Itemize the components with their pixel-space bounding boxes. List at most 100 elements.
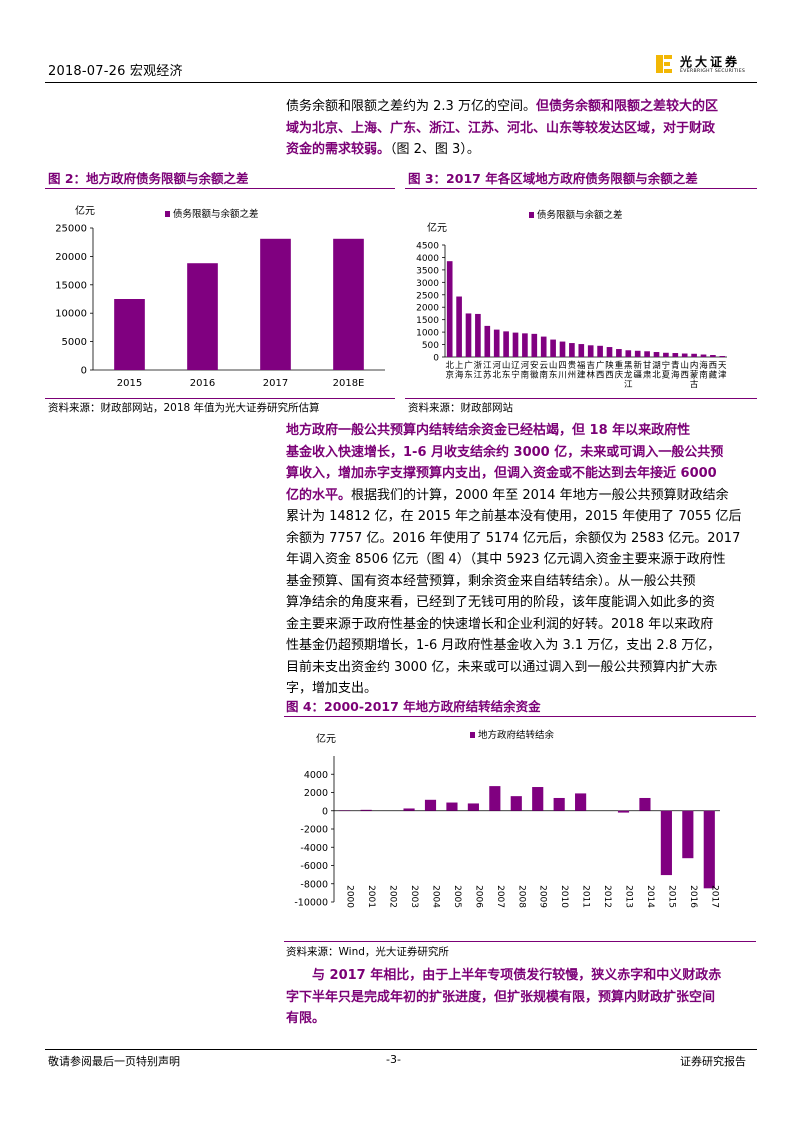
x-tick-label-char: 海 (455, 370, 464, 381)
para2-line: 字，增加支出。 (286, 681, 378, 696)
body-paragraph-3: 与 2017 年相比，由于上半年专项债发行较慢，狭义赤字和中义财政赤 字下半年只… (286, 965, 756, 1030)
x-tick-label: 2014 (645, 885, 655, 908)
y-axis-unit-label: 亿元 (75, 204, 95, 217)
x-tick-label: 2009 (538, 885, 548, 908)
y-tick-label: 2500 (416, 291, 439, 301)
fig3-rule-bottom (405, 398, 757, 399)
footer-disclaimer: 敬请参阅最后一页特别声明 (48, 1055, 180, 1068)
footer-page-number: -3- (386, 1053, 401, 1066)
x-tick-label-char: 林 (586, 370, 595, 381)
legend-label: 地方政府结转结余 (478, 729, 555, 741)
x-tick-label-char: 疆 (633, 371, 642, 381)
x-tick-label-char: 湖 (652, 361, 661, 371)
y-tick-label: 0 (433, 354, 439, 364)
x-tick-label: 2002 (388, 885, 398, 908)
data-bar (260, 238, 291, 370)
x-tick-label-char: 广 (596, 360, 605, 371)
fig4-rule (284, 716, 756, 717)
para2-line: 目前未支出资金约 3000 亿，未来或可以通过调入到一般公共预算内扩大赤 (286, 659, 718, 675)
x-tick-label-char: 广 (464, 360, 473, 371)
data-bar (682, 810, 694, 859)
fig2-title: 图 2：地方政府债务限额与余额之差 (48, 171, 249, 186)
x-tick-label-char: 福 (577, 360, 586, 371)
legend-label: 债务限额与余额之差 (173, 208, 259, 220)
x-tick-label-char: 东 (502, 370, 511, 381)
intro-paragraph: 债务余额和限额之差约为 2.3 万亿的空间。但债务余额和限额之差较大的区 域为北… (286, 96, 756, 161)
footer-divider (45, 1049, 757, 1050)
x-tick-label-char: 上 (455, 361, 464, 371)
x-tick-label: 2006 (473, 885, 483, 908)
x-tick-label-char: 夏 (662, 371, 671, 381)
y-tick-label: -2000 (300, 825, 328, 836)
data-bar (512, 332, 519, 357)
y-tick-label: -10000 (294, 898, 328, 909)
x-tick-label: 2011 (581, 885, 591, 908)
data-bar (550, 339, 556, 357)
x-tick-label-char: 龙 (624, 370, 633, 381)
footer-report-type: 证券研究报告 (680, 1055, 746, 1068)
y-tick-label: 4000 (304, 770, 328, 781)
data-bar (569, 343, 575, 357)
x-tick-label-char: 内 (690, 360, 699, 371)
intro-line1-normal: 债务余额和限额之差约为 2.3 万亿的空间。 (286, 99, 536, 114)
data-bar (446, 261, 453, 357)
y-tick-label: 25000 (55, 224, 87, 235)
legend-swatch (165, 211, 170, 217)
y-tick-label: 500 (422, 341, 439, 351)
x-tick-label-char: 云 (539, 361, 548, 371)
data-bar (639, 797, 651, 811)
fig3-rule (405, 188, 757, 189)
data-bar (114, 299, 145, 370)
logo-text-en: EVERBRIGHT SECURITIES (680, 69, 746, 74)
x-tick-label-char: 宁 (662, 360, 671, 371)
data-bar (424, 799, 437, 811)
header-divider (45, 82, 757, 83)
x-tick-label: 2015 (117, 378, 142, 389)
x-tick-label-char: 肃 (643, 370, 652, 381)
data-bar (187, 263, 218, 370)
fig4-rule-bottom (284, 941, 756, 942)
x-tick-label: 2012 (602, 885, 612, 908)
data-bar (672, 353, 679, 357)
x-tick-label: 2010 (559, 885, 569, 908)
para3-line: 与 2017 年相比，由于上半年专项债发行较慢，狭义赤字和中义财政赤 (312, 968, 722, 983)
x-tick-label-char: 古 (690, 379, 699, 390)
x-tick-label-char: 蒙 (690, 370, 699, 381)
x-tick-label-char: 建 (577, 370, 586, 381)
x-tick-label-char: 青 (671, 360, 680, 371)
y-tick-label: 1500 (416, 316, 439, 326)
data-bar (532, 787, 544, 811)
y-tick-label: 5000 (62, 337, 87, 348)
x-tick-label-char: 浙 (474, 360, 483, 371)
x-tick-label-char: 东 (549, 370, 558, 381)
x-tick-label-char: 北 (445, 361, 454, 371)
x-tick-label: 2018E (333, 378, 365, 389)
para3-line: 有限。 (286, 1011, 326, 1026)
fig2-rule (45, 188, 395, 189)
x-tick-label-char: 川 (558, 371, 567, 381)
x-tick-label-char: 南 (539, 370, 548, 381)
x-tick-label-char: 西 (709, 361, 718, 371)
x-tick-label-char: 海 (699, 360, 708, 371)
legend-swatch (529, 212, 534, 218)
x-tick-label-char: 海 (671, 370, 680, 381)
data-bar (617, 810, 630, 813)
data-bar (456, 296, 462, 357)
x-tick-label-char: 津 (718, 370, 727, 381)
y-tick-label: 0 (81, 366, 87, 377)
data-bar (360, 809, 372, 811)
x-tick-label: 2017 (709, 885, 719, 908)
x-tick-label-char: 四 (558, 361, 567, 371)
data-bar (653, 352, 660, 357)
intro-line1-bold: 但债务余额和限额之差较大的区 (535, 99, 718, 114)
legend-label: 债务限额与余额之差 (537, 209, 623, 221)
y-tick-label: 0 (322, 806, 328, 817)
data-bar (475, 313, 481, 357)
data-bar (710, 355, 716, 357)
data-bar (597, 345, 603, 357)
data-bar (663, 352, 669, 357)
data-bar (634, 350, 641, 357)
data-bar (531, 333, 538, 357)
x-tick-label-char: 山 (502, 360, 511, 371)
x-tick-label-char: 辽 (511, 361, 520, 371)
